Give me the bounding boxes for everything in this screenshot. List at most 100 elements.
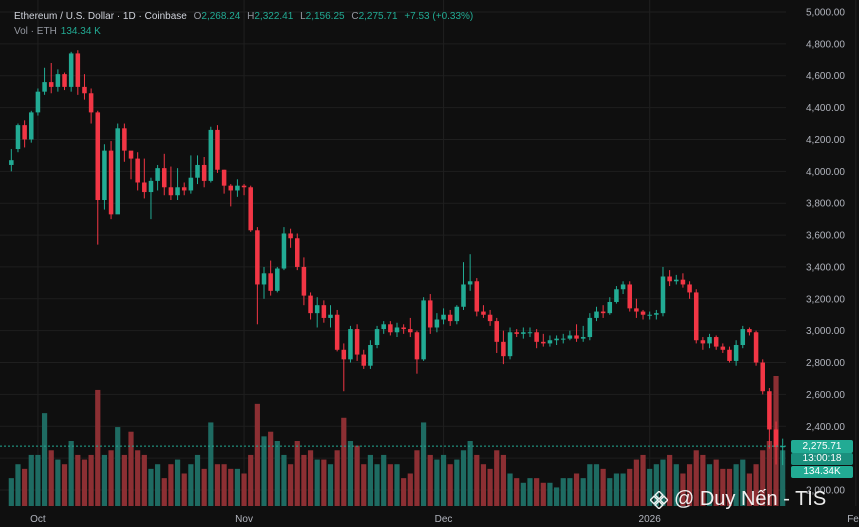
candle-body [514,332,519,334]
candle-body [135,158,140,183]
volume-bar [407,473,413,506]
volume-bars [8,376,786,506]
volume-bar [394,464,400,506]
candle-body [620,284,626,290]
volume-bar [248,454,254,506]
candle-body [361,354,367,366]
volume-value: 134.34 K [60,26,101,37]
candle-body [427,300,433,328]
volume-tag: 134.34K [791,466,853,478]
candle-body [68,53,74,87]
volume-bar [374,464,380,506]
candle-body [95,112,101,201]
candle-body [760,362,765,392]
candle-body [261,273,267,285]
volume-bar [288,464,294,506]
candle-body [634,308,639,312]
candle-body [654,313,659,315]
candle-body [142,182,147,193]
time-tick-label: Nov [235,514,253,525]
candle-body [408,329,413,333]
volume-bar [35,454,41,506]
volume-bar [753,464,759,506]
candle-body [388,324,393,333]
candle-body [62,74,67,87]
candle-body [268,273,273,291]
close-label: C [351,11,359,22]
volume-bar [567,478,573,506]
volume-bar [547,482,553,506]
watermark-text: @ Duy Nến - TIS [674,488,827,510]
volume-bar [155,464,161,506]
candle-body [660,276,666,314]
volume-bar [221,464,227,506]
watermark: @ Duy Nến - TIS [650,488,826,511]
candle-body [647,314,652,316]
volume-bar [713,459,719,506]
time-axis: Oct Nov Dec 2026 Feb [30,514,859,525]
volume-bar [500,454,506,506]
candle-body [707,337,712,344]
candle-body [354,329,360,355]
candle-body [414,332,420,360]
volume-bar [653,464,659,506]
candle-body [381,324,386,330]
volume-bar [174,459,181,506]
volume-bar [620,473,626,506]
volume-bar [700,454,706,506]
candle-body [115,128,120,215]
candle-body [747,329,752,333]
candle-body [208,129,214,181]
volume-bar [301,454,307,506]
volume-bar [693,450,699,506]
candle-body [42,82,47,92]
volume-bar [115,427,121,506]
volume-bar [593,464,600,506]
candle-body [627,284,632,309]
candle-body [241,185,247,188]
volume-bar [274,441,280,506]
candle-body [48,82,54,87]
price-tick-label: 3,000.00 [806,326,845,337]
volume-bar [640,454,646,506]
high-label: H [247,11,255,22]
candle-body [294,238,300,267]
volume-bar [75,454,81,506]
candle-body [9,160,14,165]
volume-bar [460,450,467,506]
open-label: O [193,11,202,22]
volume-bar [726,468,733,506]
volume-bar [467,441,473,506]
volume-bar [627,468,633,506]
candle-body [334,314,340,350]
volume-bar [15,464,21,506]
candle-body [733,345,739,361]
binance-logo-icon [650,490,668,509]
volume-bar [168,464,174,506]
low-value: 2,156.25 [305,11,345,22]
candle-body [574,335,579,339]
volume-bar [520,482,526,506]
volume-bar [141,454,147,506]
candle-body [767,391,772,430]
time-tick-label: Oct [30,514,46,525]
volume-bar [454,459,460,506]
candle-body [461,284,466,307]
volume-bar [55,459,61,506]
candle-body [215,129,220,170]
candle-body [22,125,27,140]
candle-body [640,311,646,315]
candle-body [487,314,493,322]
candle-body [740,329,746,346]
volume-bar [686,464,693,506]
volume-bar [95,389,101,506]
candle-body [128,150,134,159]
candle-body [587,317,593,338]
candle-body [607,301,613,314]
volume-bar [81,459,88,506]
price-tick-label: 2,000.00 [806,486,845,497]
volume-bar [766,441,772,506]
volume-bar [327,464,334,506]
candle-body [720,346,726,350]
